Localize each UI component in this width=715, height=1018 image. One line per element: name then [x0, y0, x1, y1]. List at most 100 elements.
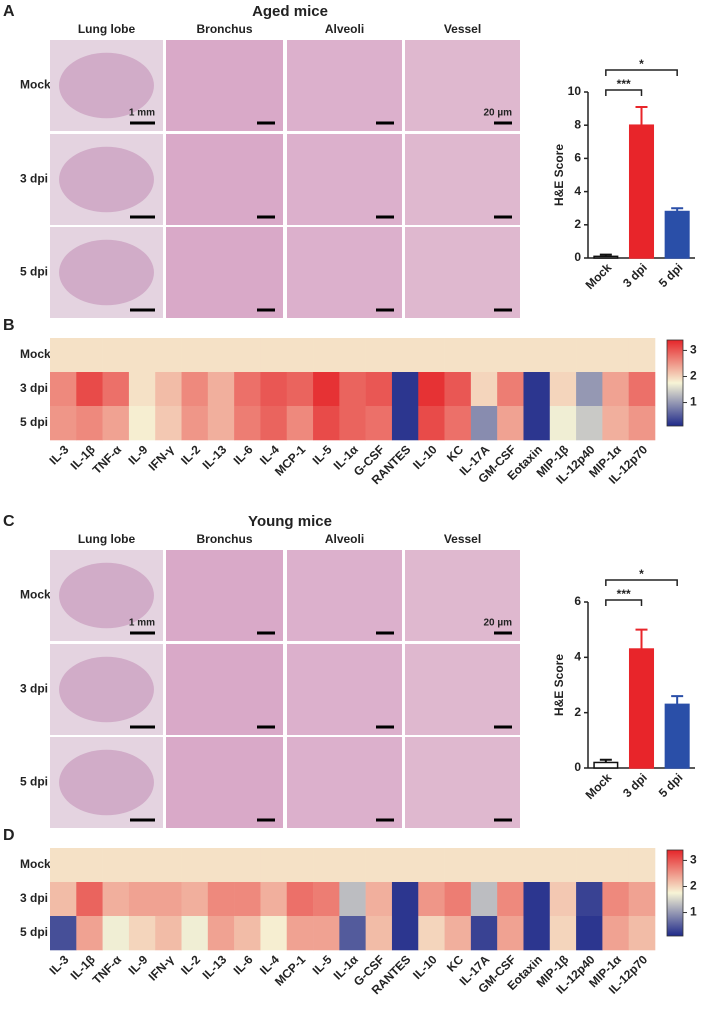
bar	[628, 648, 655, 769]
histology-image	[166, 737, 283, 828]
bar	[593, 255, 619, 259]
heat-cell	[339, 916, 366, 951]
x-tick-label: Mock	[583, 260, 615, 292]
heat-cell	[102, 406, 130, 441]
bar	[664, 703, 690, 769]
x-tick-label: MCP-1	[272, 952, 309, 989]
heat-cell	[50, 406, 77, 441]
panel-title: Young mice	[248, 513, 332, 530]
row-label: 3 dpi	[20, 891, 48, 905]
row-label: Mock	[20, 78, 51, 92]
heat-cell	[181, 372, 209, 407]
heat-cell	[286, 372, 314, 407]
heat-cell	[260, 338, 288, 373]
heat-cell	[339, 882, 366, 917]
x-tick-label: IL-10	[410, 442, 440, 472]
heat-cell	[470, 372, 498, 407]
column-header: Vessel	[444, 532, 481, 546]
heat-cell	[523, 372, 551, 407]
histology-image	[287, 40, 402, 131]
heat-cell	[628, 848, 656, 883]
heat-cell	[365, 882, 393, 917]
heat-cell	[497, 338, 524, 373]
error-bar	[671, 207, 684, 212]
heat-cell	[102, 848, 130, 883]
histology-image	[287, 134, 402, 225]
heat-cell	[50, 372, 77, 407]
y-tick-label: 6	[574, 594, 581, 608]
heat-cell	[76, 882, 103, 917]
heat-cell	[602, 406, 629, 441]
y-axis-label: H&E Score	[552, 144, 566, 206]
heat-cell	[628, 406, 656, 441]
heat-cell	[365, 916, 393, 951]
heat-cell	[391, 848, 419, 883]
colorbar-tick-label: 3	[690, 343, 697, 357]
bar	[628, 124, 655, 259]
heat-cell	[497, 916, 524, 951]
heat-cell	[391, 406, 419, 441]
heat-cell	[549, 916, 577, 951]
bar	[664, 210, 690, 259]
heat-cell	[628, 916, 656, 951]
heat-cell	[444, 406, 472, 441]
heat-cell	[128, 338, 156, 373]
heat-cell	[313, 338, 340, 373]
lung-section	[59, 562, 154, 629]
error-bar	[599, 758, 612, 763]
bar	[593, 761, 619, 769]
heat-cell	[155, 372, 182, 407]
lung-section	[59, 656, 154, 723]
y-tick-label: 0	[574, 760, 581, 774]
panel-letter: B	[3, 317, 15, 334]
heat-cell	[497, 406, 524, 441]
heat-cell	[497, 882, 524, 917]
histology-image	[287, 737, 402, 828]
heat-cell	[76, 372, 103, 407]
y-tick-label: 6	[574, 151, 581, 165]
x-tick-label: IL-2	[178, 952, 203, 977]
row-label: 5 dpi	[20, 925, 48, 939]
heat-cell	[155, 406, 182, 441]
heat-cell	[418, 882, 445, 917]
histology-image	[405, 737, 520, 828]
heat-cell	[339, 848, 366, 883]
x-tick-label: Mock	[583, 770, 615, 802]
heat-cell	[549, 372, 577, 407]
significance-label: ***	[617, 587, 631, 601]
heat-cell	[207, 406, 235, 441]
heat-cell	[128, 882, 156, 917]
heat-cell	[470, 406, 498, 441]
heat-cell	[234, 916, 261, 951]
colorbar	[666, 849, 684, 937]
heat-cell	[391, 882, 419, 917]
heat-cell	[444, 338, 472, 373]
heat-cell	[470, 338, 498, 373]
heat-cell	[181, 882, 209, 917]
histology-image	[166, 644, 283, 735]
heat-cell	[155, 882, 182, 917]
heat-cell	[576, 372, 603, 407]
heat-cell	[155, 916, 182, 951]
x-tick-label: IFN-γ	[146, 442, 177, 473]
heat-cell	[339, 372, 366, 407]
heat-cell	[76, 848, 103, 883]
x-tick-label: IL-6	[231, 952, 256, 977]
heat-cell	[523, 848, 551, 883]
panel-letter: D	[3, 827, 15, 844]
heat-cell	[286, 338, 314, 373]
heat-cell	[76, 338, 103, 373]
heat-cell	[339, 338, 366, 373]
heat-cell	[418, 848, 445, 883]
scale-bar-label: 1 mm	[129, 108, 155, 119]
heat-cell	[181, 848, 209, 883]
lung-section	[59, 749, 154, 816]
heat-cell	[365, 338, 393, 373]
heat-cell	[260, 406, 288, 441]
row-label: 5 dpi	[20, 775, 48, 789]
heat-cell	[444, 848, 472, 883]
colorbar-tick-label: 3	[690, 853, 697, 867]
heat-cell	[391, 338, 419, 373]
scale-bar-label: 20 µm	[483, 618, 512, 629]
